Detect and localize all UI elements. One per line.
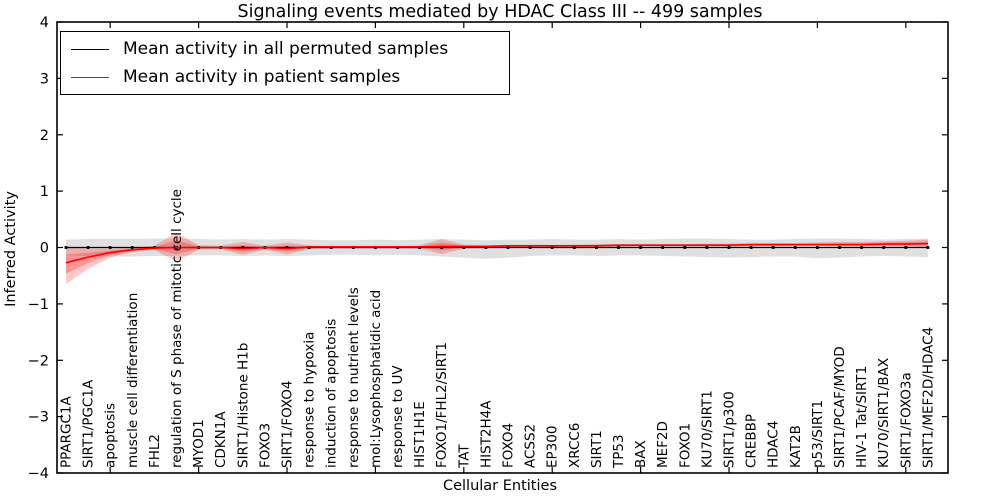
y-tick-label: −2	[28, 353, 49, 369]
y-tick-label: 4	[40, 15, 49, 31]
entity-label: induction of apoptosis	[324, 319, 340, 468]
entity-label: regulation of S phase of mitotic cell cy…	[169, 189, 185, 468]
entity-label: HIST1H1E	[412, 401, 428, 468]
entity-label: HIV-1 Tat/SIRT1	[854, 366, 870, 468]
entity-label: FOXO1/FHL2/SIRT1	[434, 342, 450, 468]
x-axis-ticks	[109, 22, 907, 473]
entity-label: PPARGC1A	[58, 395, 74, 468]
entity-labels: PPARGC1A SIRT1/PGC1A apoptosis muscle cell …	[58, 189, 936, 469]
entity-label: response to nutrient levels	[346, 287, 362, 468]
entity-label: SIRT1/FOXO3a	[898, 372, 914, 468]
legend: Mean activity in all permuted samples Me…	[60, 31, 510, 95]
entity-label: MEF2D	[655, 421, 671, 468]
entity-label: response to hypoxia	[302, 332, 318, 468]
entity-label: XRCC6	[567, 423, 583, 468]
entity-label: SIRT1/FOXO4	[279, 381, 295, 468]
entity-label: TP53	[611, 434, 627, 469]
entity-label: FOXO1	[677, 423, 693, 468]
entity-label: p53/SIRT1	[810, 400, 826, 468]
entity-label: ACSS2	[523, 424, 539, 468]
entity-label: SIRT1/MEF2D/HDAC4	[920, 327, 936, 468]
y-axis-ticks	[57, 21, 948, 474]
entity-label: FOXO4	[500, 423, 516, 468]
x-axis-label: Cellular Entities	[442, 478, 558, 494]
entity-label: SIRT1/PGC1A	[81, 379, 97, 468]
entity-label: MYOD1	[191, 419, 207, 468]
entity-label: SIRT1	[589, 430, 605, 468]
legend-item: Mean activity in patient samples	[69, 63, 501, 91]
entity-label: FHL2	[147, 434, 163, 468]
entity-label: KAT2B	[788, 425, 804, 468]
entity-label: apoptosis	[103, 403, 119, 468]
legend-line-swatch	[71, 76, 109, 78]
entity-label: HIST2H4A	[478, 400, 494, 468]
entity-label: TAT	[456, 444, 472, 469]
legend-item-label: Mean activity in patient samples	[123, 67, 401, 87]
y-tick-label: 2	[40, 128, 49, 144]
entity-label: muscle cell differentiation	[125, 293, 141, 468]
legend-line-swatch	[71, 48, 109, 50]
entity-label: SIRT1/p300	[721, 391, 737, 468]
entity-label: mol:Lysophosphatidic acid	[368, 290, 384, 468]
y-tick-label: 1	[40, 184, 49, 200]
y-tick-label: 3	[40, 71, 49, 87]
y-tick-labels: 4 3 2 1 0 −1 −2 −3 −4	[28, 15, 49, 482]
entity-label: response to UV	[390, 365, 406, 468]
patient-mean-line	[65, 242, 928, 264]
entity-label: KU70/SIRT1	[699, 390, 715, 468]
legend-item: Mean activity in all permuted samples	[69, 35, 501, 63]
entity-label: CDKN1A	[213, 411, 229, 468]
entity-label: EP300	[545, 426, 561, 468]
entity-label: BAX	[633, 440, 649, 468]
y-tick-label: −1	[28, 297, 49, 313]
y-tick-label: −4	[28, 466, 49, 482]
entity-label: FOXO3	[257, 423, 273, 468]
chart-title: Signaling events mediated by HDAC Class …	[237, 2, 763, 22]
entity-label: KU70/SIRT1/BAX	[876, 358, 892, 468]
y-axis-label: Inferred Activity	[3, 191, 19, 307]
legend-item-label: Mean activity in all permuted samples	[123, 39, 449, 59]
entity-label: HDAC4	[766, 421, 782, 468]
entity-label: SIRT1/Histone H1b	[235, 343, 251, 468]
entity-label: CREBBP	[744, 414, 760, 468]
entity-label: SIRT1/PCAF/MYOD	[832, 346, 848, 468]
permuted-band	[66, 238, 928, 259]
y-tick-label: −3	[28, 410, 49, 426]
y-tick-label: 0	[40, 241, 49, 257]
